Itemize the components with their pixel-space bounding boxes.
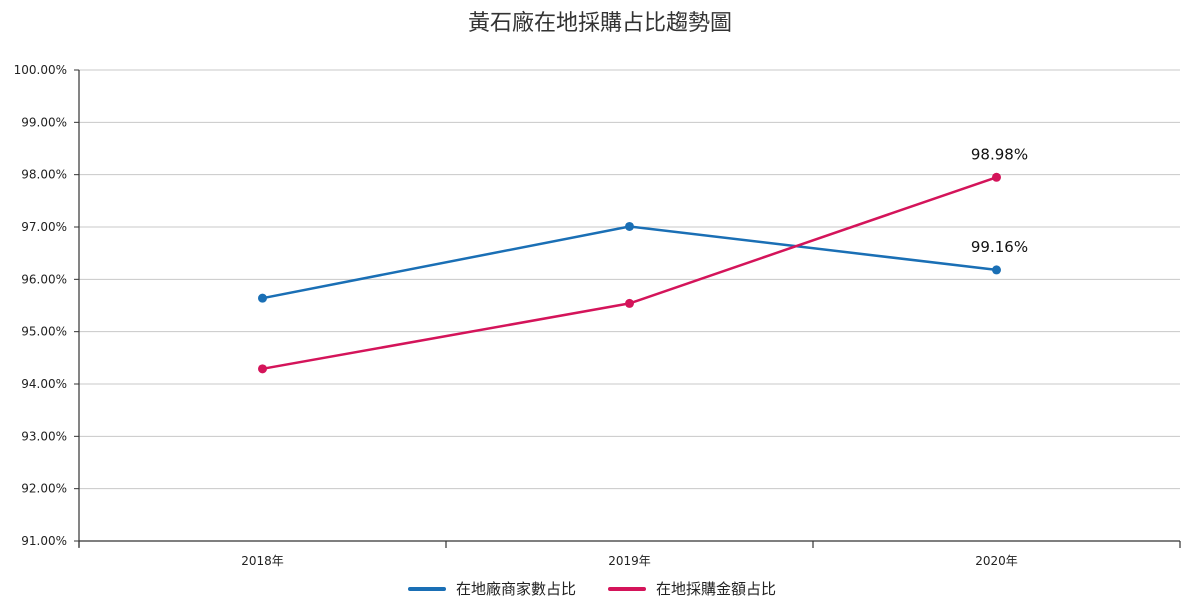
y-tick-label: 96.00% [21,272,67,286]
axes [74,69,1181,548]
y-tick-label: 94.00% [21,377,67,391]
data-point [258,364,267,374]
y-tick-label: 95.00% [21,325,67,339]
x-axis-ticks: 2018年 2019年 2020年 [241,554,1018,568]
y-tick-label: 100.00% [14,63,67,77]
series-layer: 99.16% 98.98% [258,145,1028,374]
chart-title: 黃石廠在地採購占比趨勢圖 [468,11,732,36]
legend-label: 在地採購金額占比 [656,580,776,598]
data-label: 99.16% [971,238,1028,256]
y-tick-label: 92.00% [21,482,67,496]
data-point [992,172,1001,182]
legend: 在地廠商家數占比 在地採購金額占比 [408,580,776,598]
x-tick-label: 2019年 [608,554,651,568]
series-line [262,225,997,300]
data-label: 98.98% [971,145,1028,163]
y-axis-ticks: 100.00% 99.00% 98.00% 97.00% 96.00% 95.00% 94.… [14,63,67,548]
data-point [625,298,634,308]
y-tick-label: 99.00% [21,115,67,129]
legend-item-1: 在地廠商家數占比 [408,580,576,598]
series-line [262,176,997,371]
series-1: 99.16% [258,221,1028,303]
data-point [258,293,267,303]
x-tick-label: 2020年 [975,554,1018,568]
y-tick-label: 98.00% [21,168,67,182]
y-tick-label: 93.00% [21,429,67,443]
y-tick-label: 97.00% [21,220,67,234]
data-point [625,221,634,231]
series-2: 98.98% [258,145,1028,374]
grid [79,69,1180,490]
x-tick-label: 2018年 [241,554,284,568]
data-point [992,265,1001,275]
y-tick-label: 91.00% [21,534,67,548]
legend-label: 在地廠商家數占比 [456,580,576,598]
legend-item-2: 在地採購金額占比 [608,580,776,598]
